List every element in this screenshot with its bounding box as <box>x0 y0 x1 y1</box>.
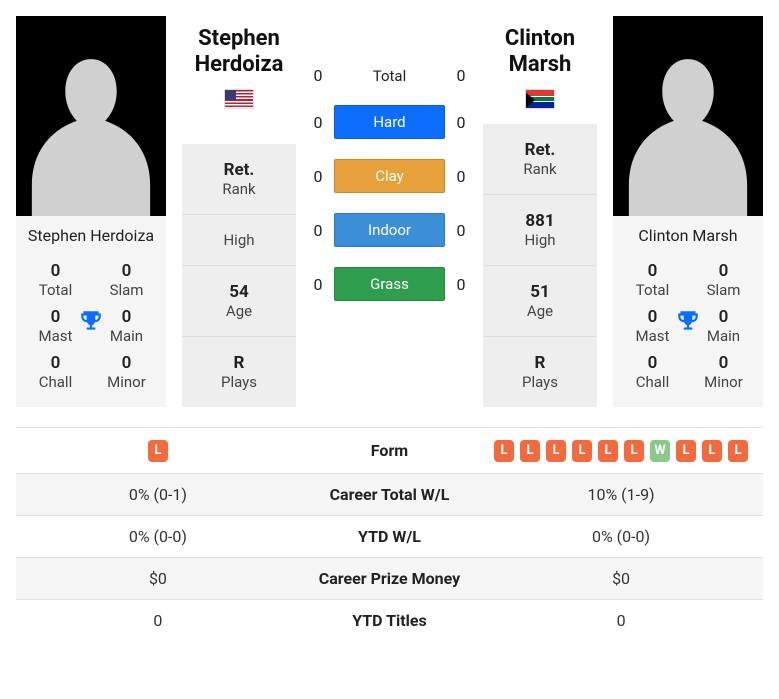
p1-title-total: 0 Total <box>22 261 89 299</box>
player2-card: Clinton Marsh 0 Total 0 Slam 0 Mast 0 Ma… <box>613 16 763 407</box>
loss-badge: L <box>702 440 722 462</box>
p2-title-main: 0 Main <box>690 307 757 345</box>
loss-badge: L <box>546 440 566 462</box>
win-badge: W <box>650 440 670 462</box>
hard-pill: Hard <box>334 105 445 139</box>
loss-badge: L <box>520 440 540 462</box>
p2-rank: Ret. Rank <box>483 124 597 195</box>
player1-header-col: Stephen Herdoiza Ret. Rank High 54 Age R… <box>182 16 296 407</box>
player1-name: Stephen Herdoiza <box>16 216 166 255</box>
loss-badge: L <box>624 440 644 462</box>
p1-rank: Ret. Rank <box>182 144 296 215</box>
ytd-titles-label: YTD Titles <box>300 599 479 641</box>
loss-badge: L <box>676 440 696 462</box>
p1-plays: R Plays <box>182 337 296 407</box>
p1-high: High <box>182 215 296 266</box>
player2-titles-grid: 0 Total 0 Slam 0 Mast 0 Main 0 Chall 0 M… <box>613 255 763 397</box>
p1-title-slam: 0 Slam <box>93 261 160 299</box>
loss-badge: L <box>728 440 748 462</box>
loss-badge: L <box>494 440 514 462</box>
flag-za-icon <box>525 89 555 109</box>
player1-titles-grid: 0 Total 0 Slam 0 Mast 0 Main 0 Chall 0 M… <box>16 255 166 397</box>
row-career-wl: 0% (0-1) Career Total W/L 10% (1-9) <box>16 473 763 515</box>
player1-rank-box: Ret. Rank High 54 Age R Plays <box>182 144 296 407</box>
p1-form-badges: L <box>148 440 168 462</box>
row-prize: $0 Career Prize Money $0 <box>16 557 763 599</box>
surface-comparison-col: 0 Total 0 0 Hard 0 0 Clay 0 0 Indoor 0 0… <box>312 66 467 407</box>
total-left: 0 <box>312 66 324 85</box>
p2-title-slam: 0 Slam <box>690 261 757 299</box>
row-ytd-titles: 0 YTD Titles 0 <box>16 599 763 641</box>
grass-pill: Grass <box>334 267 445 301</box>
p1-ytd-wl: 0% (0-0) <box>16 515 300 557</box>
p1-age: 54 Age <box>182 266 296 337</box>
surface-row-clay: 0 Clay 0 <box>312 159 467 193</box>
p2-prize: $0 <box>479 557 763 599</box>
loss-badge: L <box>598 440 618 462</box>
p2-high: 881 High <box>483 195 597 266</box>
form-label: Form <box>300 427 479 473</box>
p1-title-minor: 0 Minor <box>93 353 160 391</box>
player2-header-name: Clinton Marsh <box>483 26 597 79</box>
surface-row-total: 0 Total 0 <box>312 66 467 85</box>
p2-career-wl: 10% (1-9) <box>479 473 763 515</box>
player1-photo <box>16 16 166 216</box>
p1-title-main: 0 Main <box>93 307 160 345</box>
player-comparison-header: Stephen Herdoiza 0 Total 0 Slam 0 Mast 0… <box>16 16 763 407</box>
player2-name: Clinton Marsh <box>613 216 763 255</box>
player2-rank-box: Ret. Rank 881 High 51 Age R Plays <box>483 124 597 407</box>
p2-title-chall: 0 Chall <box>619 353 686 391</box>
player1-header-name: Stephen Herdoiza <box>182 26 296 79</box>
total-right: 0 <box>455 66 467 85</box>
row-ytd-wl: 0% (0-0) YTD W/L 0% (0-0) <box>16 515 763 557</box>
p1-title-chall: 0 Chall <box>22 353 89 391</box>
p2-title-mast: 0 Mast <box>619 307 686 345</box>
avatar-silhouette-icon <box>26 36 156 216</box>
comparison-table: L Form LLLLLLWLLL 0% (0-1) Career Total … <box>16 427 763 641</box>
clay-pill: Clay <box>334 159 445 193</box>
p1-career-wl: 0% (0-1) <box>16 473 300 515</box>
p2-form-badges: LLLLLLWLLL <box>494 440 748 462</box>
career-wl-label: Career Total W/L <box>300 473 479 515</box>
total-label: Total <box>334 67 445 85</box>
flag-us-icon <box>224 89 254 109</box>
p2-ytd-titles: 0 <box>479 599 763 641</box>
p2-age: 51 Age <box>483 266 597 337</box>
p1-ytd-titles: 0 <box>16 599 300 641</box>
avatar-silhouette-icon <box>623 36 753 216</box>
loss-badge: L <box>572 440 592 462</box>
indoor-pill: Indoor <box>334 213 445 247</box>
prize-label: Career Prize Money <box>300 557 479 599</box>
p2-title-minor: 0 Minor <box>690 353 757 391</box>
surface-row-indoor: 0 Indoor 0 <box>312 213 467 247</box>
player1-card: Stephen Herdoiza 0 Total 0 Slam 0 Mast 0… <box>16 16 166 407</box>
surface-row-hard: 0 Hard 0 <box>312 105 467 139</box>
player2-photo <box>613 16 763 216</box>
p2-title-total: 0 Total <box>619 261 686 299</box>
ytd-wl-label: YTD W/L <box>300 515 479 557</box>
row-form: L Form LLLLLLWLLL <box>16 427 763 473</box>
loss-badge: L <box>148 440 168 462</box>
p2-ytd-wl: 0% (0-0) <box>479 515 763 557</box>
p1-prize: $0 <box>16 557 300 599</box>
player2-header-col: Clinton Marsh Ret. Rank 881 High 51 Age … <box>483 16 597 407</box>
p1-title-mast: 0 Mast <box>22 307 89 345</box>
surface-row-grass: 0 Grass 0 <box>312 267 467 301</box>
p2-plays: R Plays <box>483 337 597 407</box>
